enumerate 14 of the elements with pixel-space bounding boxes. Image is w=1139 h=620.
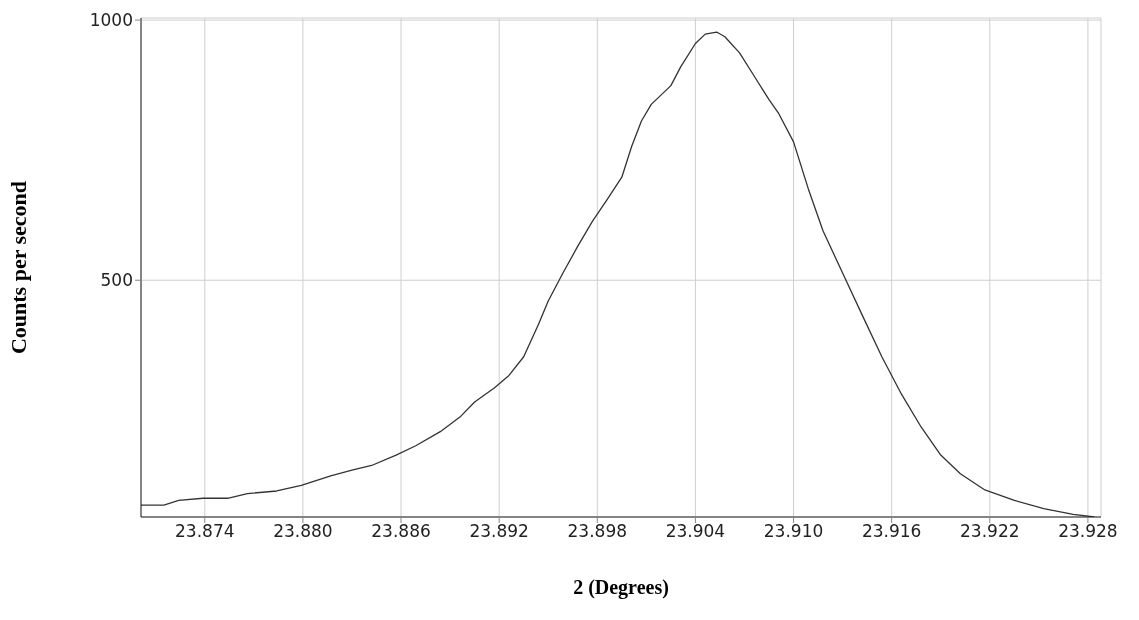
x-tick-label: 23.904 (665, 521, 726, 542)
y-axis-title: Counts per second (5, 180, 31, 355)
x-tick-label: 23.916 (861, 521, 922, 542)
x-tick-label: 23.880 (273, 521, 333, 542)
x-tick-label: 23.910 (763, 521, 824, 542)
x-tick-label: 23.886 (371, 521, 431, 542)
y-tick-label: 500 (100, 270, 133, 291)
x-tick-label: 23.922 (960, 521, 1020, 542)
y-tick-label: 1000 (89, 10, 133, 31)
x-tick-label: 23.892 (469, 521, 529, 542)
x-tick-label: 23.874 (175, 521, 235, 542)
x-axis-title: 2 (Degrees) (573, 576, 669, 599)
x-tick-label: 23.928 (1058, 521, 1118, 542)
x-tick-label: 23.898 (567, 521, 628, 542)
